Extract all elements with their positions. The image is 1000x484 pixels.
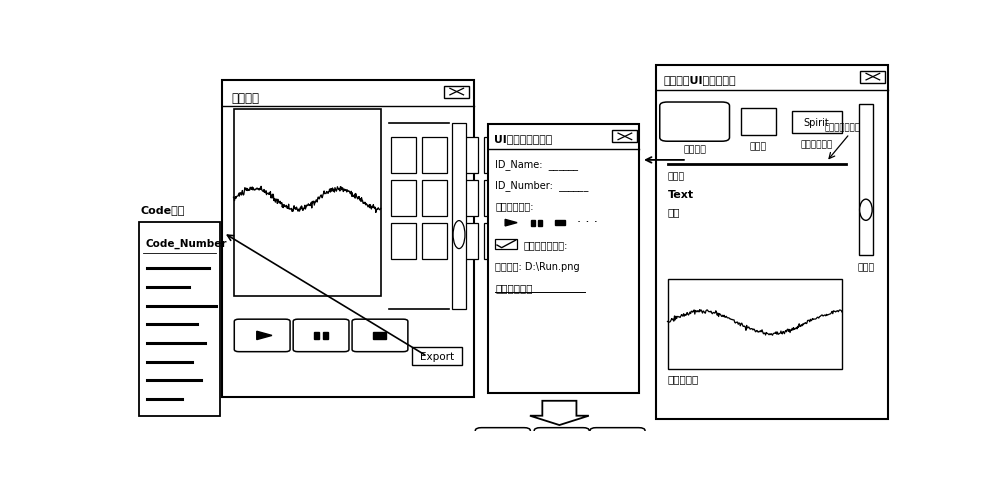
Bar bbox=[373, 333, 386, 339]
Bar bbox=[139, 222, 220, 416]
Text: ID_Name:  ______: ID_Name: ______ bbox=[495, 159, 578, 170]
Polygon shape bbox=[505, 220, 517, 227]
Bar bbox=[741, 109, 776, 136]
Bar bbox=[412, 348, 462, 365]
Bar bbox=[444, 87, 469, 98]
Text: 文本: 文本 bbox=[668, 207, 680, 217]
Text: 其它外观设置: 其它外观设置 bbox=[495, 282, 533, 292]
Bar bbox=[234, 110, 381, 297]
Bar bbox=[453, 224, 478, 259]
FancyBboxPatch shape bbox=[234, 319, 290, 352]
Text: Code对象: Code对象 bbox=[140, 205, 185, 215]
Text: Spirit: Spirit bbox=[804, 118, 830, 128]
Bar bbox=[860, 72, 885, 83]
Bar bbox=[452, 123, 466, 310]
FancyBboxPatch shape bbox=[352, 319, 408, 352]
Bar bbox=[538, 220, 542, 226]
Bar bbox=[555, 221, 565, 226]
FancyBboxPatch shape bbox=[590, 428, 645, 458]
Bar bbox=[453, 138, 478, 174]
Bar bbox=[859, 105, 873, 256]
Bar bbox=[422, 138, 447, 174]
Bar bbox=[314, 332, 319, 339]
Bar bbox=[422, 181, 447, 216]
Text: 曲线图对象: 曲线图对象 bbox=[668, 373, 699, 383]
Bar bbox=[453, 181, 478, 216]
Polygon shape bbox=[530, 401, 589, 425]
Bar bbox=[668, 280, 842, 369]
Text: 选择按钮图标:: 选择按钮图标: bbox=[495, 200, 534, 210]
Text: ID_Number:  ______: ID_Number: ______ bbox=[495, 180, 589, 190]
Ellipse shape bbox=[860, 200, 872, 221]
Bar bbox=[222, 80, 474, 397]
Text: 使用自定义图标:: 使用自定义图标: bbox=[523, 240, 568, 249]
Text: 滑动块: 滑动块 bbox=[857, 262, 875, 271]
Text: · · ·: · · · bbox=[577, 216, 598, 229]
Text: 图片框: 图片框 bbox=[750, 142, 767, 151]
FancyBboxPatch shape bbox=[660, 103, 730, 142]
Text: 分隔线: 分隔线 bbox=[668, 172, 685, 181]
Bar bbox=[563, 439, 568, 446]
Text: 可设置精灵动画: 可设置精灵动画 bbox=[825, 123, 861, 132]
Text: 图标路径: D:\Run.png: 图标路径: D:\Run.png bbox=[495, 261, 580, 271]
Text: Code_Number: Code_Number bbox=[145, 238, 227, 249]
Bar bbox=[656, 65, 888, 420]
Bar bbox=[484, 224, 509, 259]
Bar bbox=[555, 439, 560, 446]
FancyBboxPatch shape bbox=[534, 428, 589, 458]
Text: UI对象自定义窗口: UI对象自定义窗口 bbox=[494, 134, 552, 144]
Text: 动画效果按钮: 动画效果按钮 bbox=[801, 140, 833, 149]
Bar bbox=[391, 138, 416, 174]
Bar bbox=[612, 131, 637, 143]
FancyBboxPatch shape bbox=[475, 428, 530, 458]
Bar bbox=[422, 224, 447, 259]
Text: Export: Export bbox=[420, 351, 454, 362]
FancyBboxPatch shape bbox=[293, 319, 349, 352]
Text: Text: Text bbox=[668, 190, 694, 200]
Bar bbox=[484, 138, 509, 174]
Polygon shape bbox=[498, 439, 511, 446]
Bar bbox=[792, 112, 842, 134]
Bar bbox=[323, 332, 328, 339]
Polygon shape bbox=[257, 332, 272, 340]
Bar bbox=[495, 239, 517, 250]
Text: 工具栏（UI对象窗口）: 工具栏（UI对象窗口） bbox=[664, 75, 736, 85]
Text: 普通按钮: 普通按钮 bbox=[683, 145, 706, 154]
Text: 波形监测: 波形监测 bbox=[231, 92, 259, 105]
Bar bbox=[488, 125, 639, 393]
Bar bbox=[531, 220, 535, 226]
Bar bbox=[484, 181, 509, 216]
Bar bbox=[391, 181, 416, 216]
Bar bbox=[391, 224, 416, 259]
Ellipse shape bbox=[453, 221, 465, 249]
Bar bbox=[612, 440, 623, 445]
